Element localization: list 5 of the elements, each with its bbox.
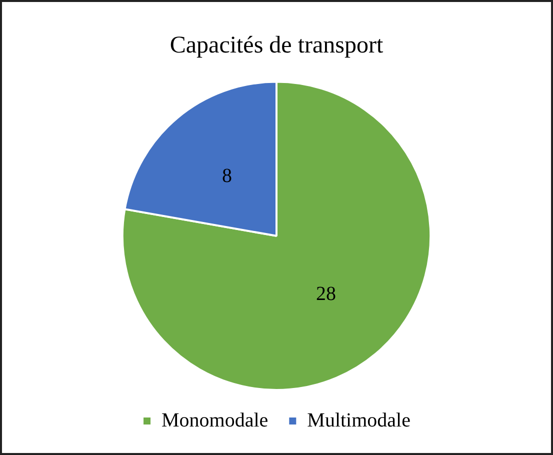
data-label: 8 [222,165,232,188]
chart-title: Capacités de transport [170,32,384,59]
data-label: 28 [316,283,336,306]
legend-label: Multimodale [307,409,411,432]
legend-label: Monomodale [162,409,268,432]
